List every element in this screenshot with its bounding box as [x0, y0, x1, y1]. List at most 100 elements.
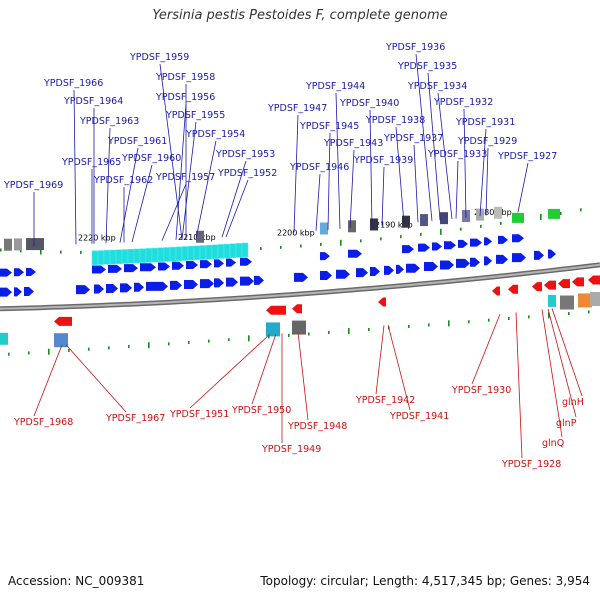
gene-label: YPDSF_1943 [323, 138, 383, 149]
leader-line [387, 324, 411, 411]
gene-arrow [146, 281, 168, 291]
gene-label: YPDSF_1952 [217, 168, 277, 179]
gene-arrow [512, 234, 524, 243]
gene-arrow [292, 304, 302, 314]
leader-line [181, 121, 197, 240]
tick-mark [188, 341, 190, 345]
tick-mark [420, 232, 422, 236]
gene-arrow [370, 267, 380, 277]
gene-label: YPDSF_1930 [451, 385, 511, 396]
tick-mark [208, 339, 210, 343]
tick-mark [248, 335, 250, 342]
cyan-gene [223, 243, 231, 259]
gene-label: YPDSF_1962 [93, 175, 153, 186]
gene-arrow [484, 237, 492, 246]
gene-label: YPDSF_1953 [215, 149, 275, 160]
gene-arrow [498, 235, 508, 244]
gene-arrow [226, 277, 238, 287]
gene-arrow [140, 263, 156, 272]
leader-line [221, 160, 247, 238]
gene-arrow [172, 261, 184, 270]
gene-arrow [432, 242, 442, 251]
gene-label: YPDSF_1964 [63, 96, 123, 107]
tick-mark [28, 351, 30, 355]
gene-arrow [384, 265, 394, 275]
gene-arrow [406, 263, 420, 273]
leader-line [349, 149, 355, 229]
tick-mark [468, 320, 470, 324]
gene-label: YPDSF_1933 [427, 149, 487, 160]
gene-label: YPDSF_1958 [155, 72, 215, 83]
leader-line [515, 312, 523, 459]
map-title: Yersinia pestis Pestoides F, complete ge… [152, 8, 448, 23]
gene-label: glnH [562, 397, 584, 408]
minus-strand-labels: YPDSF_1968 YPDSF_1967 YPDSF_1951 YPDSF_1950… [13, 308, 584, 470]
leader-line [131, 164, 153, 243]
tick-mark [300, 244, 302, 248]
gene-label: YPDSF_1957 [155, 172, 215, 183]
leader-line [479, 128, 487, 217]
tick-mark [280, 245, 282, 249]
tick-mark [148, 342, 150, 349]
tick-mark [500, 221, 502, 225]
feature-box [420, 214, 428, 227]
feature-box [196, 230, 204, 243]
tick-mark [488, 318, 490, 322]
gene-label: YPDSF_1954 [185, 129, 245, 140]
leader-line [175, 103, 187, 240]
gene-arrow [492, 286, 500, 296]
leader-line [225, 179, 249, 238]
gene-label: YPDSF_1938 [365, 115, 425, 126]
tick-mark [400, 235, 402, 239]
gene-arrow [108, 264, 122, 273]
cyan-gene [217, 244, 225, 259]
gene-arrow [508, 284, 518, 294]
cyan-gene [163, 247, 171, 262]
gene-label: YPDSF_1963 [79, 116, 139, 127]
cyan-gene [187, 245, 195, 261]
feature-box [0, 332, 8, 345]
cyan-gene [205, 244, 213, 260]
gene-arrow [470, 257, 480, 267]
gene-arrow [254, 275, 264, 285]
cyan-gene [181, 246, 189, 261]
tick-mark [8, 352, 10, 356]
gene-label: YPDSF_1960 [121, 153, 181, 164]
tick-mark [108, 346, 110, 350]
accession-text: Accession: NC_009381 [8, 574, 145, 588]
tick-mark [360, 239, 362, 243]
cyan-gene [211, 244, 219, 260]
tick-mark [540, 213, 542, 220]
tick-mark [328, 331, 330, 335]
tick-mark [320, 242, 322, 246]
gene-arrow [558, 279, 570, 289]
feature-box [54, 333, 68, 348]
cyan-gene [127, 248, 135, 264]
gene-arrow [134, 282, 144, 292]
feature-box [548, 294, 556, 307]
leader-line [73, 89, 77, 245]
gene-arrow [0, 287, 12, 297]
cyan-gene [97, 250, 105, 265]
gene-label: YPDSF_1941 [389, 411, 449, 422]
tick-mark [560, 211, 562, 215]
feature-box [348, 220, 356, 233]
leader-line [297, 332, 309, 421]
tick-mark [588, 310, 590, 314]
leader-line [65, 344, 127, 413]
tick-mark [548, 312, 550, 319]
leader-line [119, 147, 139, 243]
leader-line [413, 144, 419, 223]
scale-tick-label: 2190 kbp [375, 220, 413, 229]
gene-arrow [336, 269, 350, 279]
gene-arrow [378, 297, 386, 307]
gene-label: YPDSF_1927 [497, 151, 557, 162]
gene-label: YPDSF_1950 [231, 405, 291, 416]
tick-mark [168, 342, 170, 346]
tick-mark [80, 250, 82, 254]
feature-box [402, 215, 410, 228]
gene-label: YPDSF_1951 [169, 409, 229, 420]
cyan-gene [175, 246, 183, 262]
scale-tick-label: 2220 kbp [78, 233, 116, 242]
tick-mark [408, 324, 410, 328]
